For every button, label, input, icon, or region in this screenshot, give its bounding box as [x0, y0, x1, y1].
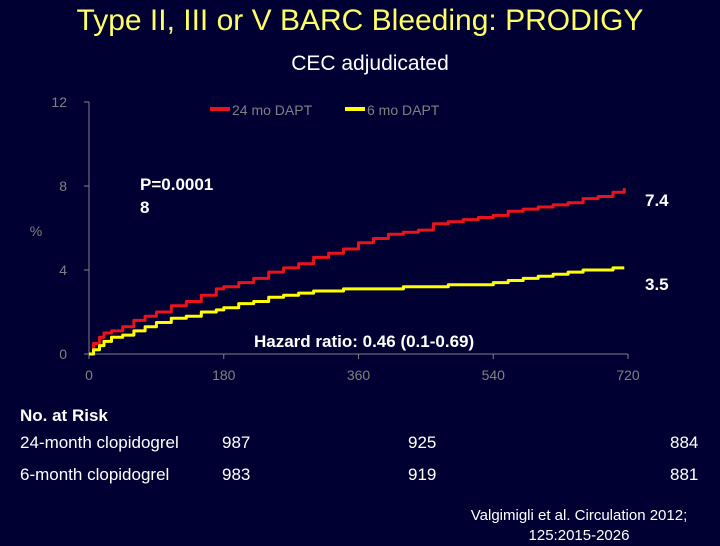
p-value-label-cont: 8 [140, 198, 149, 217]
x-tick-label: 360 [347, 367, 371, 383]
at-risk-value: 919 [408, 465, 437, 484]
x-tick-label: 720 [616, 367, 640, 383]
y-tick-label: 4 [59, 262, 67, 278]
at-risk-value: 884 [670, 433, 699, 452]
y-tick-label: 12 [51, 94, 67, 110]
km-chart: 0 4 8 12 0 180 360 540 720 % 24 mo DAPT 6 mo DAP… [30, 94, 669, 383]
y-tick-label: 0 [59, 346, 67, 362]
slide-title: Type II, III or V BARC Bleeding: PRODIGY [76, 4, 644, 37]
at-risk-heading: No. at Risk [20, 406, 108, 425]
at-risk-row-label: 6-month clopidogrel [20, 465, 170, 484]
at-risk-row-label: 24-month clopidogrel [20, 433, 179, 452]
y-axis-label: % [30, 223, 42, 239]
citation: Valgimigli et al. Circulation 2012; 125:… [470, 507, 688, 544]
series-line-24mo [89, 188, 626, 356]
y-tick-labels: 0 4 8 12 [51, 94, 67, 362]
x-tick-label: 180 [212, 367, 236, 383]
series-lines [89, 188, 626, 356]
at-risk-value: 983 [222, 465, 251, 484]
at-risk-value: 987 [222, 433, 251, 452]
legend-label: 24 mo DAPT [232, 102, 313, 118]
series-line-6mo [89, 266, 625, 356]
axes [84, 101, 629, 359]
legend: 24 mo DAPT 6 mo DAPT [210, 102, 440, 118]
x-tick-label: 540 [482, 367, 506, 383]
at-risk-row: 24-month clopidogrel 987 925 884 [0, 433, 720, 457]
x-tick-labels: 0 180 360 540 720 [85, 367, 640, 383]
at-risk-value: 881 [670, 465, 699, 484]
at-risk-row: 6-month clopidogrel 983 919 881 [0, 465, 720, 489]
p-value-label: P=0.0001 [140, 175, 213, 194]
at-risk-value: 925 [408, 433, 437, 452]
slide-subtitle: CEC adjudicated [291, 52, 449, 75]
end-label-24mo: 7.4 [645, 191, 669, 210]
legend-label: 6 mo DAPT [367, 102, 440, 118]
y-tick-label: 8 [59, 178, 67, 194]
hazard-ratio-label: Hazard ratio: 0.46 (0.1-0.69) [254, 332, 474, 351]
end-label-6mo: 3.5 [645, 275, 669, 294]
x-tick-label: 0 [85, 367, 93, 383]
